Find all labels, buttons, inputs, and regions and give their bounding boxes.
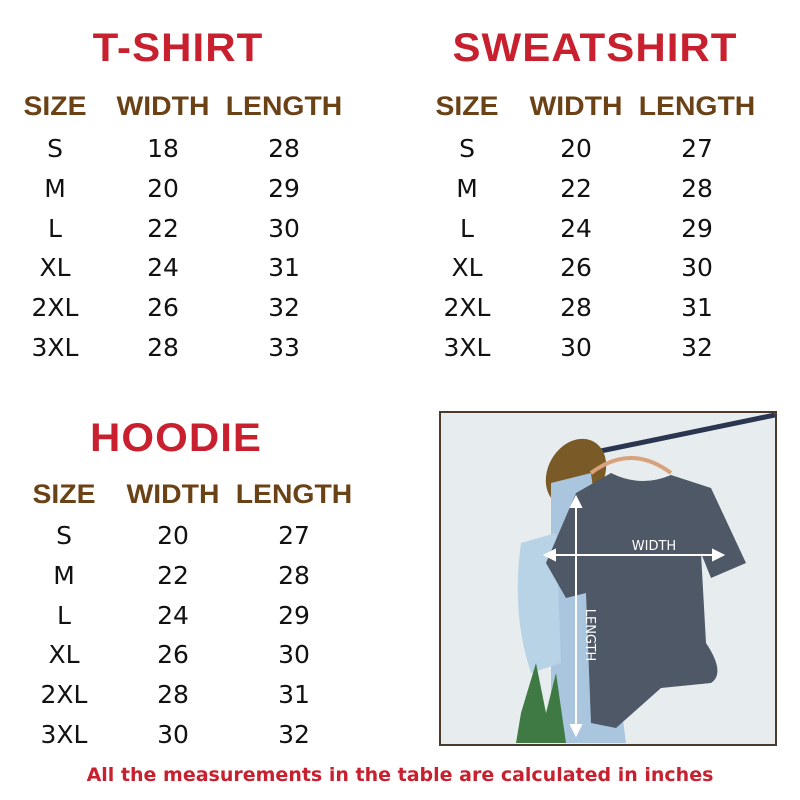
column-header: WIDTH (529, 91, 623, 121)
table-cell: 28 (157, 680, 189, 710)
table-cell: 20 (147, 173, 179, 203)
table-cell: 27 (278, 521, 310, 550)
width-label: WIDTH (632, 539, 676, 554)
table-cell: 30 (681, 253, 713, 283)
table-cell: L (57, 600, 71, 630)
table-cell: 26 (157, 640, 189, 670)
table-cell: 31 (681, 293, 713, 323)
table-cell: 28 (268, 134, 300, 163)
table-cell: 3XL (443, 333, 491, 362)
table-cell: M (44, 173, 66, 203)
tshirt-title: T-SHIRT (92, 26, 264, 70)
sweatshirt-title: SWEATSHIRT (452, 26, 738, 70)
table-cell: 28 (278, 560, 310, 590)
column-header: SIZE (32, 479, 96, 509)
column-header: SIZE (435, 91, 499, 121)
table-cell: 30 (278, 640, 310, 670)
table-cell: 31 (278, 680, 310, 710)
table-cell: 3XL (31, 333, 79, 362)
table-cell: 33 (268, 333, 300, 362)
table-cell: XL (39, 253, 71, 283)
table-cell: 20 (157, 521, 189, 550)
table-cell: 20 (560, 134, 592, 163)
table-cell: 32 (278, 720, 310, 749)
column-header: LENGTH (638, 91, 756, 121)
table-cell: 30 (157, 720, 189, 749)
table-cell: 24 (147, 253, 179, 283)
measurement-note: All the measurements in the table are ca… (86, 764, 714, 786)
column-header: LENGTH (225, 91, 343, 121)
table-cell: 28 (147, 333, 179, 362)
table-cell: 24 (560, 213, 592, 243)
table-cell: 28 (681, 173, 713, 203)
table-cell: S (459, 134, 475, 163)
table-cell: S (47, 134, 63, 163)
table-cell: 22 (147, 213, 179, 243)
table-cell: 31 (268, 253, 300, 283)
table-cell: 29 (681, 213, 713, 243)
column-header: SIZE (23, 91, 87, 121)
table-cell: 2XL (40, 680, 88, 710)
table-cell: M (456, 173, 478, 203)
shirt-illustration: WIDTH LENGTH (441, 413, 775, 744)
table-cell: 24 (157, 600, 189, 630)
table-cell: L (48, 213, 62, 243)
column-header: WIDTH (126, 479, 220, 509)
table-cell: 32 (681, 333, 713, 362)
table-cell: 30 (268, 213, 300, 243)
table-cell: XL (48, 640, 80, 670)
table-cell: 26 (560, 253, 592, 283)
table-cell: 3XL (40, 720, 88, 749)
table-cell: S (56, 521, 72, 550)
table-cell: M (53, 560, 75, 590)
table-cell: 22 (560, 173, 592, 203)
length-label: LENGTH (582, 609, 597, 662)
table-cell: 28 (560, 293, 592, 323)
table-cell: 2XL (443, 293, 491, 323)
table-cell: 27 (681, 134, 713, 163)
table-cell: L (460, 213, 474, 243)
table-cell: 26 (147, 293, 179, 323)
table-cell: 22 (157, 560, 189, 590)
shirt-measurement-photo: WIDTH LENGTH (439, 411, 777, 746)
table-cell: XL (451, 253, 483, 283)
table-cell: 32 (268, 293, 300, 323)
hoodie-title: HOODIE (90, 416, 262, 460)
table-cell: 2XL (31, 293, 79, 323)
table-cell: 29 (268, 173, 300, 203)
table-cell: 30 (560, 333, 592, 362)
column-header: LENGTH (235, 479, 353, 509)
table-cell: 18 (147, 134, 179, 163)
table-cell: 29 (278, 600, 310, 630)
column-header: WIDTH (116, 91, 210, 121)
